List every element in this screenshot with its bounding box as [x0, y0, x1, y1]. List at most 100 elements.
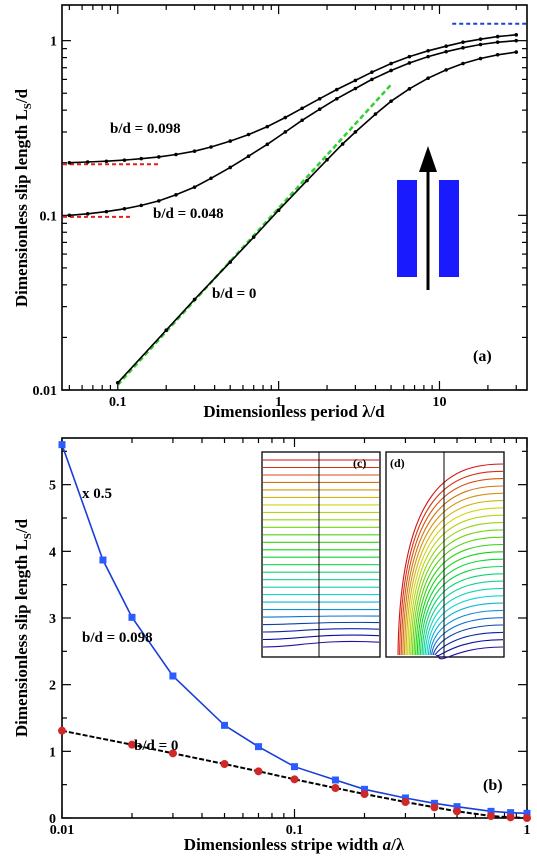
data-point-b-098 — [487, 807, 495, 815]
x-axis-title-b-italic: a — [383, 835, 392, 854]
annotation-b-098: b/d = 0.098 — [82, 630, 153, 646]
streamline-d — [429, 609, 504, 656]
y-tick-label-a: 0.1 — [40, 209, 58, 224]
streamline-c — [262, 621, 380, 626]
streamline-d — [399, 470, 504, 656]
streamline-d — [424, 587, 504, 656]
streamline-d — [400, 478, 504, 656]
data-point-b-098 — [523, 809, 531, 817]
series-group-b — [58, 441, 531, 822]
data-point-b-0 — [430, 803, 439, 812]
inset-d-label: (d) — [390, 456, 405, 470]
data-point-b-0 — [220, 760, 229, 768]
data-point-a — [228, 139, 233, 143]
data-point-a — [157, 199, 161, 203]
data-point-a — [461, 40, 465, 44]
data-point-a — [370, 77, 374, 82]
data-point-b-098 — [291, 763, 298, 771]
data-point-b-0 — [486, 812, 495, 820]
y-tick-label-a: 0.01 — [33, 384, 58, 399]
data-point-a — [407, 87, 412, 91]
x-axis-title-b: Dimensionless stripe width a/λ — [184, 835, 405, 854]
data-point-a — [276, 208, 281, 212]
data-point-a — [426, 48, 430, 53]
streamline-d — [407, 507, 504, 656]
streamline-c — [262, 634, 380, 641]
data-point-a — [353, 130, 358, 134]
streamline-d — [408, 514, 504, 656]
data-point-a — [426, 76, 430, 80]
data-point-a — [246, 132, 251, 137]
data-point-b-0 — [331, 784, 340, 792]
data-point-a — [209, 176, 213, 181]
y-tick-label-b: 2 — [49, 679, 56, 694]
inset-d: (d) — [385, 451, 505, 660]
data-point-a — [461, 46, 465, 50]
y-tick-label-b: 1 — [49, 745, 56, 760]
streamline-d — [431, 617, 504, 656]
data-point-a — [104, 209, 109, 214]
data-point-a — [300, 118, 304, 123]
y-tick-label-a: 1 — [50, 35, 57, 50]
data-point-b-098 — [221, 721, 229, 729]
streamline-d — [413, 536, 504, 656]
data-point-a — [283, 130, 288, 134]
x-tick-label-a: 0.1 — [109, 395, 127, 410]
y-axis-title-b-main: Dimensionless slip length L — [12, 539, 31, 737]
guide-lines-a — [63, 22, 526, 386]
data-point-b-098 — [99, 556, 107, 564]
streamline-d — [415, 543, 504, 656]
data-point-b-098 — [58, 441, 66, 449]
data-point-a — [122, 206, 127, 211]
y-axis-title-b-tail: /d — [12, 518, 31, 534]
data-point-b-0 — [290, 775, 299, 784]
y-tick-label-b: 3 — [49, 612, 56, 627]
streamline-d — [419, 565, 504, 656]
data-point-a — [407, 61, 412, 65]
data-point-a — [104, 159, 109, 164]
inset-c: (c) — [261, 451, 381, 658]
streamline-d — [435, 639, 504, 657]
data-point-a — [139, 203, 144, 208]
data-point-a — [228, 165, 233, 170]
streamline-d — [397, 463, 504, 656]
panel-b: (c) (d) 0.01 0.1 1 0 1 2 3 4 5 x 0.5 b/d = 0.098… — [12, 437, 531, 854]
data-point-b-098 — [169, 672, 177, 680]
data-point-a — [335, 96, 339, 101]
data-point-a — [192, 185, 197, 189]
streamline-d — [426, 595, 504, 656]
data-point-a — [353, 86, 358, 91]
data-point-a — [300, 106, 304, 111]
x-tick-label-b: 0.1 — [286, 823, 304, 838]
data-point-a — [209, 145, 213, 149]
y-tick-label-b: 4 — [49, 545, 56, 560]
streamline-d — [437, 646, 504, 660]
streamline-d — [405, 500, 504, 656]
series-group-a — [67, 33, 519, 385]
data-point-b-098 — [254, 743, 262, 751]
data-point-a — [122, 158, 127, 162]
streamline-d — [410, 522, 504, 656]
data-point-a — [67, 160, 72, 165]
x-axis-title-a: Dimensionless period λ/d — [203, 402, 385, 421]
streamline-d — [427, 602, 504, 656]
tick-labels-b: 0.01 0.1 1 0 1 2 3 4 5 — [49, 479, 531, 838]
y-axis-title-a-sub: S — [22, 103, 34, 109]
x-tick-label-a: 10 — [432, 395, 446, 410]
annotation-a-098: b/d = 0.098 — [110, 121, 181, 137]
x-tick-label-a: 1 — [275, 395, 282, 410]
data-point-a — [174, 193, 178, 197]
data-point-b-0 — [506, 813, 515, 822]
data-point-a — [174, 152, 178, 157]
data-point-b-098 — [331, 776, 339, 784]
guide-diagonal — [116, 83, 392, 386]
data-point-a — [157, 155, 161, 159]
annotation-a-0: b/d = 0 — [212, 286, 256, 302]
data-point-a — [340, 142, 345, 146]
inset-c-label: (c) — [353, 456, 366, 470]
annotation-a-048: b/d = 0.048 — [153, 206, 224, 222]
data-point-a — [251, 235, 256, 239]
data-point-b-0 — [360, 790, 369, 798]
data-point-a — [461, 61, 465, 66]
data-point-a — [317, 107, 322, 112]
